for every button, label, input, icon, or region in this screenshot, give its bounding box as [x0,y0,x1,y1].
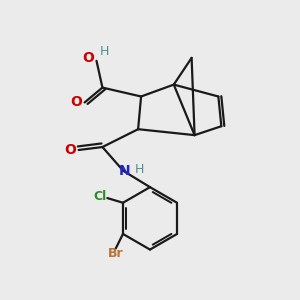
Text: Br: Br [108,248,124,260]
Text: N: N [119,164,130,178]
Text: H: H [135,163,144,176]
Text: O: O [64,143,76,157]
Text: O: O [82,52,94,65]
Text: O: O [70,95,82,110]
Text: H: H [100,45,110,58]
Text: Cl: Cl [93,190,106,203]
